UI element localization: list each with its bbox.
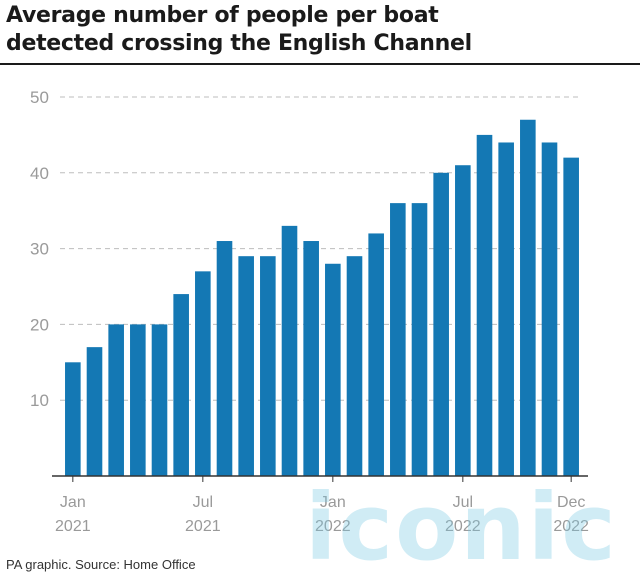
bar: May 2021: 20 bbox=[151, 324, 168, 476]
x-tick-label-year: 2022 bbox=[315, 518, 351, 535]
bar: Feb 2021: 17 bbox=[86, 347, 103, 476]
bar: Dec 2021: 31 bbox=[303, 241, 319, 476]
bar: Nov 2022: 44 bbox=[541, 142, 558, 476]
bar: Aug 2021: 31 bbox=[216, 241, 233, 476]
bar: Apr 2021: 20 bbox=[130, 324, 146, 476]
bar: Jul 2021: 27 bbox=[195, 271, 211, 476]
bar: Nov 2021: 33 bbox=[281, 225, 298, 476]
y-tick-label: 10 bbox=[30, 391, 49, 410]
title-line-2: detected crossing the English Channel bbox=[6, 31, 472, 56]
x-tick-label-month: Dec bbox=[557, 494, 585, 511]
y-tick-label: 30 bbox=[30, 240, 49, 259]
y-axis-ticks: 10 20 30 40 50 bbox=[30, 88, 49, 410]
x-tick-label-year: 2022 bbox=[553, 518, 589, 535]
x-tick-label-year: 2021 bbox=[185, 518, 221, 535]
bar: Aug 2022: 45 bbox=[476, 134, 493, 476]
x-tick-label-month: Jan bbox=[60, 494, 86, 511]
bar: May 2022: 36 bbox=[411, 203, 428, 476]
bar: Apr 2022: 36 bbox=[390, 203, 406, 476]
gridlines bbox=[60, 96, 582, 401]
bar: Jul 2022: 41 bbox=[455, 165, 471, 476]
bar: Dec 2022: 42 bbox=[563, 157, 579, 476]
bar: Jun 2022: 40 bbox=[433, 172, 449, 477]
y-tick-label: 50 bbox=[30, 88, 49, 107]
x-tick-label-month: Jan bbox=[320, 494, 346, 511]
y-tick-label: 20 bbox=[30, 315, 49, 334]
x-tick-label-month: Jul bbox=[193, 494, 213, 511]
bar: Feb 2022: 29 bbox=[346, 256, 363, 476]
bar: Oct 2021: 29 bbox=[260, 256, 276, 476]
x-tick-label-month: Jul bbox=[453, 494, 473, 511]
bar: Jun 2021: 24 bbox=[173, 294, 189, 476]
bar: Sep 2022: 44 bbox=[498, 142, 514, 476]
bar: Oct 2022: 47 bbox=[520, 119, 536, 477]
title-rule bbox=[0, 63, 640, 65]
title-line-1: Average number of people per boat bbox=[6, 3, 439, 28]
chart-title: Average number of people per boat detect… bbox=[6, 2, 634, 58]
bar: Mar 2022: 32 bbox=[368, 233, 384, 476]
bar: Mar 2021: 20 bbox=[108, 324, 124, 476]
bar: Jan 2021: 15 bbox=[65, 362, 81, 476]
y-tick-label: 40 bbox=[30, 164, 49, 183]
x-tick-label-year: 2022 bbox=[445, 518, 481, 535]
source-note: PA graphic. Source: Home Office bbox=[6, 557, 196, 572]
bar: Jan 2022: 28 bbox=[325, 263, 341, 476]
x-tick-label-year: 2021 bbox=[55, 518, 91, 535]
x-axis-ticks: Jan 2021 Jul 2021 Jan 2022 Jul 2022 Dec 2022 bbox=[55, 476, 589, 535]
bar: Sep 2021: 29 bbox=[238, 256, 254, 476]
bars: Jan 2021: 15 Feb 2021: 17 Mar 2021: 20 Apr … bbox=[65, 119, 579, 477]
bar-chart: Jan 2021: 15 Feb 2021: 17 Mar 2021: 20 Apr … bbox=[30, 88, 589, 535]
